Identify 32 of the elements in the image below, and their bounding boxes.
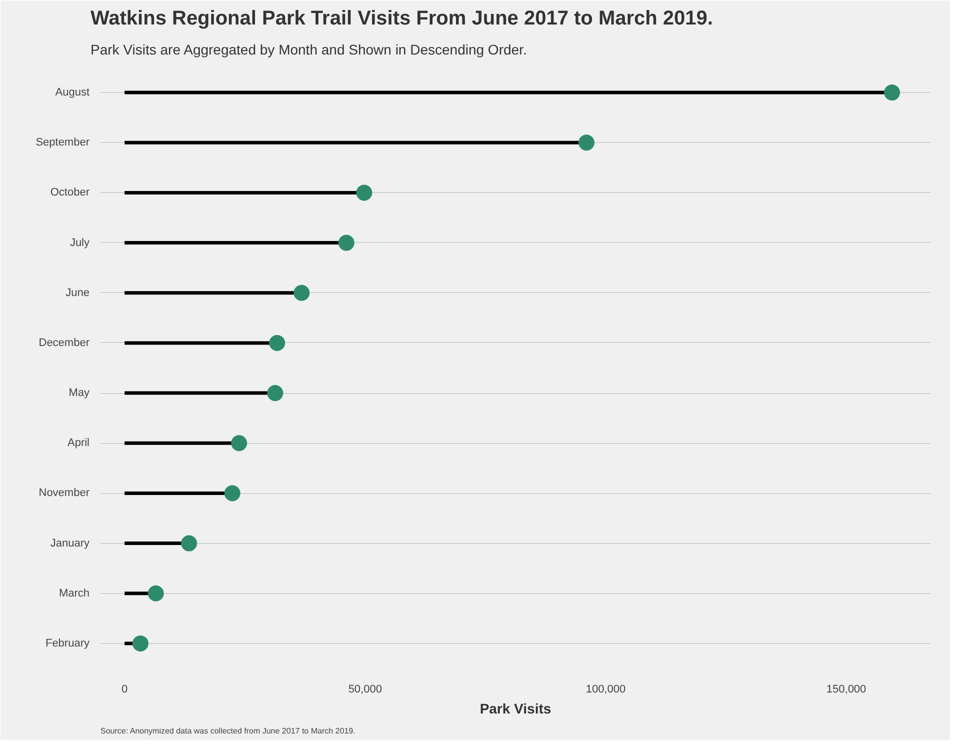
y-tick-label: January	[50, 537, 90, 550]
y-tick-label: October	[50, 186, 90, 199]
source-note: Source: Anonymized data was collected from June 2017 to March 2019.	[100, 726, 356, 736]
point	[231, 435, 248, 452]
point	[884, 84, 900, 101]
chart-subtitle: Park Visits are Aggregated by Month and Shown in Descending Order.	[90, 42, 527, 58]
point	[338, 234, 354, 251]
y-tick-label: February	[45, 637, 90, 650]
y-tick-label: December	[38, 336, 90, 349]
x-tick-label: 0	[122, 684, 128, 696]
point	[148, 585, 164, 602]
y-tick-label: September	[36, 136, 90, 149]
y-tick-label: June	[66, 286, 90, 299]
point	[132, 635, 148, 652]
point	[267, 385, 284, 402]
y-tick-label: April	[67, 437, 90, 450]
point	[224, 485, 240, 502]
x-axis-title: Park Visits	[480, 700, 552, 716]
point	[181, 535, 198, 552]
chart-title: Watkins Regional Park Trail Visits From June 2017 to March 2019.	[90, 8, 713, 30]
y-tick-label: May	[68, 387, 90, 400]
y-tick-label: August	[55, 86, 90, 99]
point	[578, 134, 594, 151]
y-tick-label: November	[38, 487, 90, 500]
point	[269, 334, 286, 351]
y-tick-label: July	[70, 236, 90, 249]
point	[356, 184, 372, 201]
y-tick-label: March	[58, 587, 90, 600]
x-tick-label: 100,000	[586, 684, 626, 696]
x-tick-label: 150,000	[826, 684, 866, 696]
x-tick-label: 50,000	[348, 684, 382, 696]
point	[294, 284, 310, 301]
